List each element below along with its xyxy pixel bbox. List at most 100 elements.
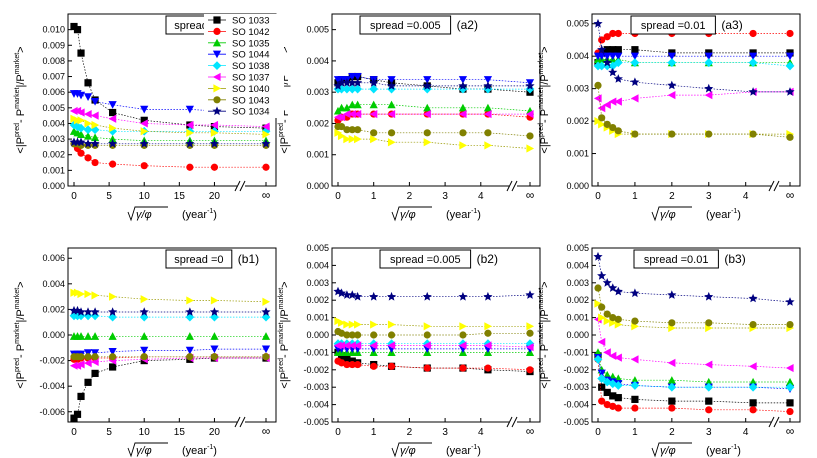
data-point: [337, 318, 346, 327]
data-point: [83, 125, 93, 135]
y-tick-label: 0.003: [566, 278, 589, 288]
data-point: [337, 84, 346, 94]
y-axis-label-part: <|P: [279, 137, 291, 154]
data-point: [333, 81, 343, 90]
y-tick-label: 0.002: [306, 295, 329, 305]
y-tick-label: 0.004: [306, 260, 329, 270]
y-tick-label: -0.003: [303, 382, 329, 392]
series-line: [337, 352, 531, 372]
series-line: [338, 345, 531, 348]
y-axis-label-part: market: [538, 53, 545, 74]
series-so-1042: [334, 357, 534, 374]
data-point: [209, 307, 219, 316]
series-line: [73, 357, 266, 419]
data-point: [140, 105, 149, 114]
data-point: [593, 94, 602, 103]
data-point: [210, 353, 219, 361]
data-point: [483, 76, 493, 84]
x-tick-label: 1: [371, 427, 377, 438]
data-point: [668, 130, 676, 138]
data-point: [185, 139, 195, 148]
data-point: [704, 52, 713, 61]
data-point: [90, 307, 100, 316]
data-point: [748, 362, 757, 371]
panel-label: (b1): [238, 252, 259, 266]
data-point: [785, 377, 795, 386]
y-axis-label-part: >: [539, 46, 551, 52]
x-tick-label: 0: [71, 191, 77, 202]
x-tick-label: 4: [743, 427, 749, 438]
data-point: [387, 291, 397, 301]
data-point: [484, 141, 493, 150]
y-axis-label-part: >: [279, 46, 291, 52]
data-point: [785, 297, 795, 306]
data-point: [261, 345, 271, 354]
data-point: [597, 369, 606, 378]
legend-marker: [212, 38, 222, 47]
y-tick-label: 0.000: [42, 181, 65, 191]
data-point: [458, 291, 468, 301]
y-axis-label: <|Ppred- Pmarket|/Pmarket>: [14, 46, 27, 153]
data-point: [603, 388, 611, 397]
series-so-1043: [334, 122, 534, 140]
x-axis-label: γ/φ (year-1): [127, 206, 217, 222]
data-point: [613, 381, 623, 390]
spread-label: spread =0.01: [641, 20, 706, 32]
series-so-1035: [593, 55, 795, 67]
y-axis-label-part: >: [15, 46, 27, 52]
y-axis-label-part: market: [538, 288, 545, 309]
y-tick-label: 0.000: [566, 181, 589, 191]
y-axis-label-part: market: [538, 87, 545, 108]
legend-label: SO 1037: [232, 73, 270, 84]
x-axis-unit: (year-1): [182, 208, 217, 221]
sqrt-sign: [651, 442, 692, 458]
data-point: [785, 87, 795, 96]
data-point: [342, 78, 352, 87]
data-point: [458, 84, 468, 94]
data-point: [630, 77, 640, 86]
axis-break-mark: [239, 180, 246, 192]
data-point: [353, 84, 363, 94]
data-point: [667, 58, 677, 68]
data-point: [613, 74, 623, 83]
data-point: [90, 139, 100, 148]
x-axis-symbol: γ/φ: [400, 445, 416, 457]
panel-b3: -0.005 -0.004 -0.003 -0.002 -0.001 0.000 0.001…: [538, 243, 801, 458]
data-point: [354, 126, 362, 134]
sqrt-sign: [391, 206, 432, 222]
data-point: [423, 76, 432, 84]
data-point: [348, 100, 357, 109]
x-tick-label: 5: [106, 191, 112, 202]
data-point: [525, 81, 535, 90]
legend-label: SO 1033: [232, 16, 270, 27]
x-axis-unit-part: (year: [182, 445, 207, 457]
data-point: [786, 133, 794, 141]
x-axis-symbol: γ/φ: [400, 209, 416, 221]
x-axis-symbol: γ/φ: [660, 209, 676, 221]
x-axis-unit-part: ): [477, 209, 481, 221]
x-axis-label: γ/φ (year-1): [391, 206, 481, 222]
data-point: [598, 383, 606, 391]
series-line: [598, 62, 791, 67]
series-line: [597, 287, 790, 325]
data-point: [597, 44, 607, 54]
panel-label: (b2): [477, 252, 498, 266]
data-point: [83, 139, 93, 148]
y-tick-label: 0.005: [306, 25, 329, 35]
y-tick-label: -0.002: [563, 365, 589, 375]
data-point: [459, 141, 468, 150]
data-point: [422, 81, 432, 90]
data-point: [609, 402, 617, 410]
data-point: [84, 289, 93, 299]
data-point: [76, 108, 85, 117]
data-point: [90, 332, 100, 340]
data-point: [353, 72, 362, 81]
series-so-1044: [69, 345, 271, 359]
series-so-1035: [69, 332, 271, 340]
data-point: [598, 36, 606, 44]
data-point: [667, 91, 676, 100]
y-tick-label: -0.006: [39, 407, 65, 417]
data-point: [76, 360, 85, 369]
